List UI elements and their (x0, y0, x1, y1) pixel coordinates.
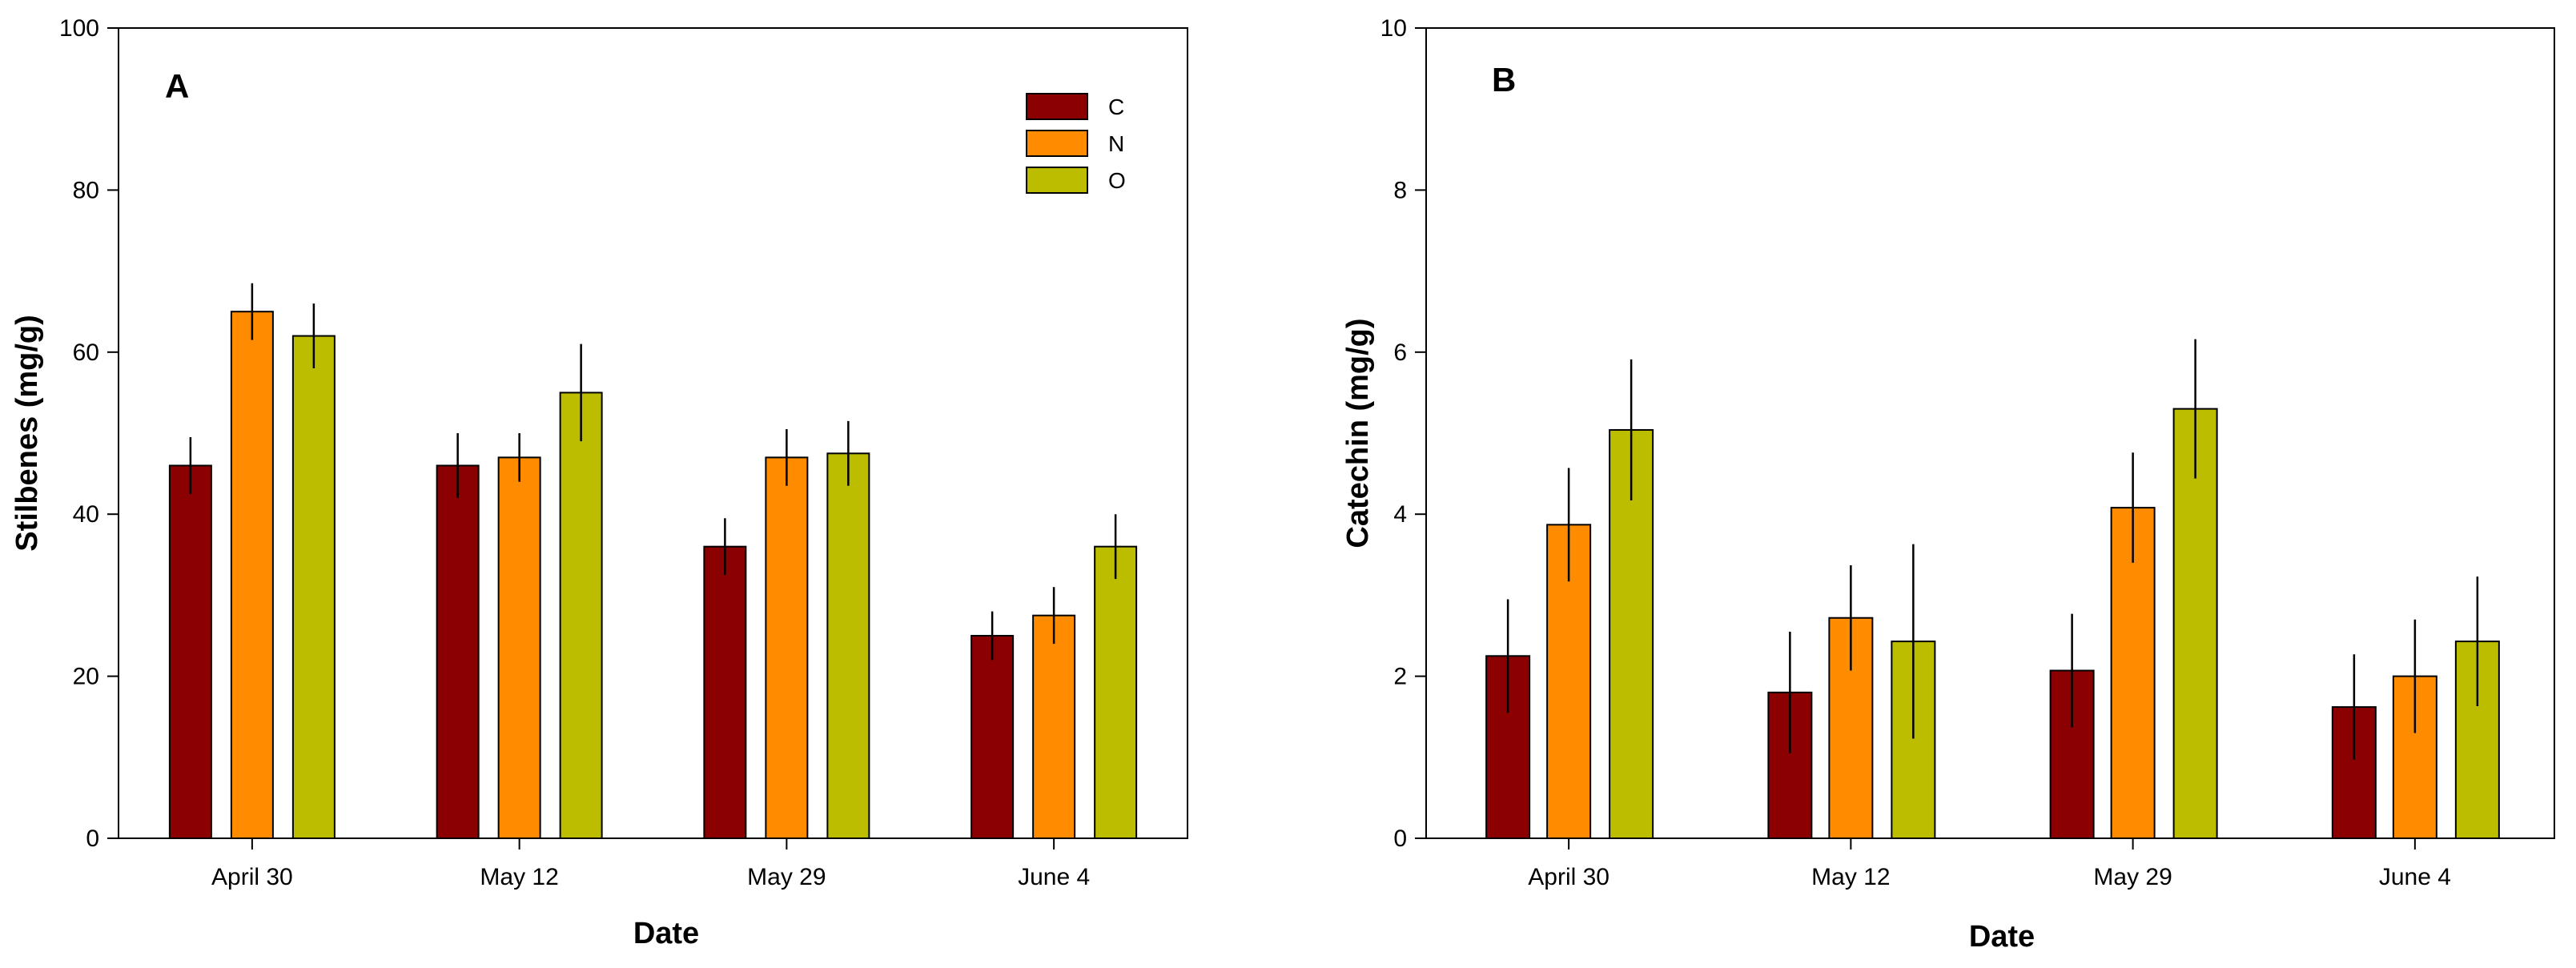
panel-a-bar-o-may-29 (826, 452, 870, 839)
panel-a-legend-label-o: O (1108, 168, 1126, 193)
panel-a-x-tick-label: May 29 (747, 864, 826, 890)
panel-a-bar-o-june-4 (1094, 545, 1138, 839)
panel-a-bar-c-may-12 (436, 464, 480, 839)
panel-b-y-tick-label: 10 (1380, 15, 1407, 42)
panel-a-x-axis-title: Date (633, 917, 699, 950)
panel-b-bar-o-may-29 (2172, 408, 2218, 839)
panel-a-x-tick-label: May 12 (480, 864, 558, 890)
panel-a-label: A (165, 67, 189, 105)
panel-b-x-axis: April 30 May 12 May 29 June 4 (1528, 838, 2451, 890)
panel-a-plot-frame (118, 27, 1188, 839)
panel-b-y-tick-label: 8 (1393, 177, 1407, 203)
panel-a-bar-c-april-30 (168, 464, 212, 839)
panel-b-y-tick-label: 0 (1393, 825, 1407, 852)
panel-b-x-tick-label: May 12 (1811, 864, 1890, 890)
panel-b-plot-frame (1425, 27, 2555, 839)
panel-b-y-tick-label: 2 (1393, 664, 1407, 690)
panel-a-y-axis: 0 20 40 60 80 100 (59, 15, 119, 852)
panel-b-y-tick-label: 6 (1393, 339, 1407, 366)
panel-a-y-axis-title: Stilbenes (mg/g) (10, 315, 44, 552)
panel-a-bar-o-may-12 (559, 392, 603, 839)
panel-a-bar-n-may-12 (497, 456, 541, 839)
panel-a-legend-label-n: N (1108, 131, 1124, 156)
panel-b-y-tick-label: 4 (1393, 501, 1407, 528)
panel-a-bar-o-april-30 (291, 335, 336, 839)
panel-a-bar-n-april-30 (230, 311, 274, 839)
panel-b-bars (1485, 339, 2500, 840)
panel-b-catechin-chart: 0 2 4 6 8 10 April 30 May 12 May 29 June 4 B Cat… (1341, 15, 2555, 954)
panel-a-legend-label-c: C (1108, 94, 1124, 119)
panel-a-y-tick-label: 40 (73, 501, 99, 528)
panel-a-x-tick-label: April 30 (211, 864, 293, 890)
panel-a-legend: CNO (1026, 93, 1126, 194)
panel-a-bar-c-may-29 (703, 545, 747, 839)
panel-b-x-tick-label: May 29 (2093, 864, 2172, 890)
panel-a-y-tick-label: 60 (73, 339, 99, 366)
panel-a-y-tick-label: 20 (73, 664, 99, 690)
panel-a-legend-swatch-o (1026, 167, 1088, 194)
panel-b-y-axis: 0 2 4 6 8 10 (1380, 15, 1426, 852)
panel-a-y-tick-label: 80 (73, 177, 99, 203)
panel-a-legend-swatch-c (1026, 93, 1088, 120)
panel-a-bars (168, 283, 1138, 839)
panel-b-x-axis-title: Date (1969, 920, 2035, 954)
panel-a-bar-n-may-29 (765, 456, 809, 839)
panel-a-legend-swatch-n (1026, 130, 1088, 157)
panel-a-x-tick-label: June 4 (1018, 864, 1090, 890)
panel-b-y-axis-title: Catechin (mg/g) (1341, 318, 1375, 548)
panel-a-y-tick-label: 0 (86, 825, 99, 852)
panel-b-x-tick-label: April 30 (1528, 864, 1609, 890)
panel-a-bar-c-june-4 (971, 635, 1015, 839)
panel-a-y-tick-label: 100 (59, 15, 99, 42)
panel-a-bar-n-june-4 (1032, 614, 1076, 839)
panel-b-label: B (1492, 61, 1516, 98)
panel-a-x-axis: April 30 May 12 May 29 June 4 (211, 838, 1090, 890)
panel-b-x-tick-label: June 4 (2379, 864, 2451, 890)
